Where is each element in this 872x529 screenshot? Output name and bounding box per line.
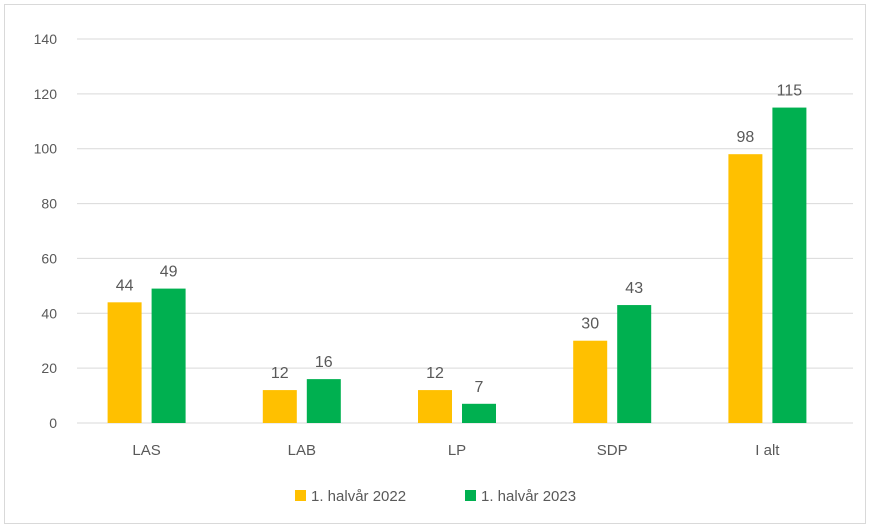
bar (617, 305, 652, 423)
legend-label: 1. halvår 2022 (311, 488, 406, 505)
y-tick-label: 140 (34, 31, 58, 47)
x-tick-label: LAS (132, 442, 160, 459)
legend-label: 1. halvår 2023 (481, 488, 576, 505)
bar (772, 107, 807, 424)
bar-chart: 0 20 40 60 80 100 120 140 44 49 LAS 12 16 LAB 12 7 LP 30 4… (34, 31, 853, 505)
bar (306, 379, 341, 423)
legend-swatch (295, 490, 306, 501)
data-label: 12 (271, 365, 289, 382)
bar (107, 302, 142, 423)
x-tick-label: SDP (597, 442, 628, 459)
bar (573, 340, 608, 423)
data-label: 98 (737, 129, 755, 146)
data-label: 115 (777, 83, 803, 100)
x-tick-label: I alt (755, 442, 780, 459)
bar (462, 403, 496, 423)
x-tick-label: LP (448, 442, 466, 459)
data-label: 16 (315, 354, 333, 371)
bar (262, 390, 297, 423)
bar (728, 154, 763, 423)
chart-frame: 0 20 40 60 80 100 120 140 44 49 LAS 12 16 LAB 12 7 LP 30 4… (4, 4, 866, 524)
data-label: 44 (116, 277, 134, 294)
y-tick-label: 80 (41, 196, 57, 212)
bar (151, 288, 186, 423)
data-label: 30 (581, 316, 599, 333)
y-tick-label: 40 (41, 305, 57, 321)
y-tick-label: 60 (41, 250, 57, 266)
y-tick-label: 0 (49, 415, 57, 431)
x-tick-label: LAB (288, 442, 316, 459)
data-label: 43 (625, 280, 643, 297)
y-tick-label: 120 (34, 86, 58, 102)
data-label: 12 (426, 365, 444, 382)
data-label: 7 (475, 379, 484, 396)
legend-swatch (465, 490, 476, 501)
data-label: 49 (160, 264, 178, 281)
y-tick-label: 100 (34, 141, 58, 157)
bar (418, 390, 452, 423)
y-tick-label: 20 (41, 360, 57, 376)
